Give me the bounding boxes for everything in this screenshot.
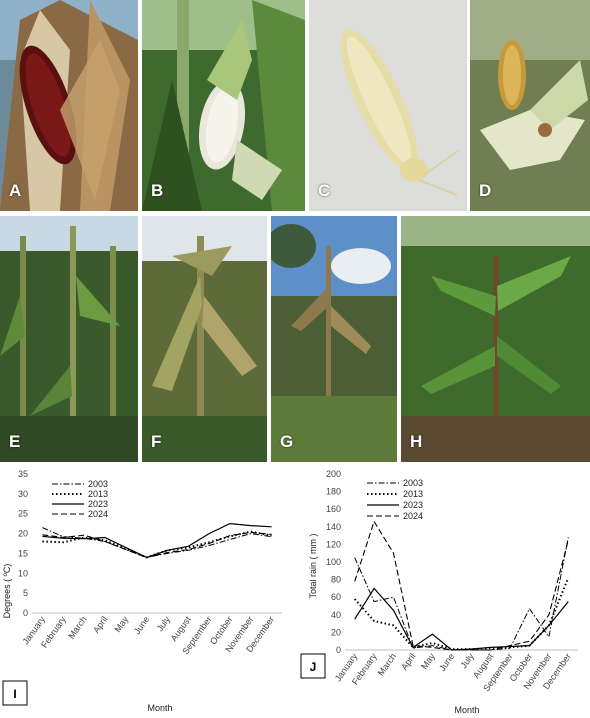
chart-temperature-ytick-label: 5 bbox=[23, 588, 28, 598]
chart-temperature-xtick-label: June bbox=[132, 614, 151, 636]
chart-rainfall-ytick-label: 100 bbox=[326, 557, 341, 567]
chart-rainfall-xtick-label: March bbox=[376, 651, 399, 677]
chart-temperature-xtick-label: March bbox=[66, 614, 89, 640]
chart-temperature-svg: Degrees ( ºC) Month I 05101520253035Janu… bbox=[2, 469, 282, 713]
chart-temperature-legend-label-2024: 2024 bbox=[88, 509, 108, 519]
chart-rainfall-xlabel: Month bbox=[454, 705, 479, 715]
chart-rainfall-panel-box bbox=[300, 653, 326, 679]
chart-rainfall-ytick-label: 60 bbox=[331, 592, 341, 602]
chart-temperature-legend-label-2013: 2013 bbox=[88, 489, 108, 499]
chart-temperature-ytick-label: 15 bbox=[18, 548, 28, 558]
chart-temperature-xtick-label: May bbox=[112, 614, 130, 634]
chart-temperature-ytick-label: 0 bbox=[23, 608, 28, 618]
photo-panel-h: H bbox=[401, 216, 590, 462]
chart-rainfall-ytick-label: 20 bbox=[331, 627, 341, 637]
photo-panel-f: F bbox=[142, 216, 267, 462]
panel-letter-e: E bbox=[9, 432, 21, 451]
panel-letter-h: H bbox=[410, 432, 423, 451]
photo-panel-c: C bbox=[309, 0, 467, 211]
chart-rainfall-legend-label-2024: 2024 bbox=[403, 511, 423, 521]
chart-rainfall-xtick-label: July bbox=[458, 651, 476, 670]
chart-rainfall-ylabel: Total rain ( mm ) bbox=[308, 533, 318, 598]
chart-temperature-xtick-label: July bbox=[155, 614, 173, 633]
chart-temperature-legend-label-2003: 2003 bbox=[88, 479, 108, 489]
panel-letter-a: A bbox=[9, 181, 22, 200]
chart-rainfall-svg: Total rain ( mm ) Month J 0 20 40 60 80 100 12… bbox=[300, 469, 578, 715]
panel-letter-d: D bbox=[479, 181, 492, 200]
chart-rainfall-ytick-label: 40 bbox=[331, 610, 341, 620]
chart-temperature-panel-label: I bbox=[13, 687, 16, 701]
chart-rainfall-panel-label: J bbox=[310, 660, 317, 674]
chart-rainfall-series-line-2003 bbox=[354, 537, 569, 651]
panel-letter-f: F bbox=[151, 432, 162, 451]
chart-temperature: Degrees ( ºC) Month I 0 5 10 15 20 25 30 35 Janu… bbox=[0, 466, 295, 718]
chart-rainfall-xtick-label: May bbox=[419, 651, 437, 671]
chart-temperature-xtick-label: April bbox=[91, 614, 110, 634]
chart-temperature-ylabel: Degrees ( ºC) bbox=[2, 564, 12, 619]
photo-panel-e: E bbox=[0, 216, 138, 462]
chart-temperature-panel-box bbox=[2, 680, 28, 706]
chart-rainfall: Total rain ( mm ) Month J 0 20 40 60 80 100 12… bbox=[295, 466, 590, 718]
chart-temperature-ytick-label: 35 bbox=[18, 469, 28, 479]
photo-panel-g: G bbox=[271, 216, 397, 462]
chart-rainfall-legend-label-2013: 2013 bbox=[403, 489, 423, 499]
chart-rainfall-xtick-label: April bbox=[399, 651, 418, 671]
chart-temperature-ytick-label: 20 bbox=[18, 529, 28, 539]
panel-letter-c: C bbox=[318, 181, 331, 200]
chart-rainfall-ytick-label: 80 bbox=[331, 575, 341, 585]
chart-rainfall-ytick-label: 0 bbox=[336, 645, 341, 655]
chart-temperature-series-line-2024 bbox=[42, 531, 272, 558]
chart-temperature-legend-label-2023: 2023 bbox=[88, 499, 108, 509]
photo-panel-b: B bbox=[142, 0, 305, 211]
chart-rainfall-ytick-label: 140 bbox=[326, 522, 341, 532]
chart-temperature-series-line-2003 bbox=[42, 527, 272, 558]
chart-rainfall-xtick-label: June bbox=[437, 651, 456, 673]
chart-temperature-ytick-label: 30 bbox=[18, 489, 28, 499]
chart-rainfall-ytick-label: 200 bbox=[326, 469, 341, 479]
chart-temperature-series-line-2023 bbox=[42, 522, 272, 559]
photo-panel-d: D bbox=[470, 0, 590, 211]
chart-temperature-ytick-label: 25 bbox=[18, 509, 28, 519]
chart-rainfall-ytick-label: 120 bbox=[326, 539, 341, 549]
panel-letter-g: G bbox=[280, 432, 294, 451]
chart-rainfall-series-line-2024 bbox=[354, 520, 569, 651]
chart-rainfall-ytick-label: 160 bbox=[326, 504, 341, 514]
chart-rainfall-legend-label-2003: 2003 bbox=[403, 478, 423, 488]
chart-rainfall-legend-label-2023: 2023 bbox=[403, 500, 423, 510]
chart-temperature-ytick-label: 10 bbox=[18, 568, 28, 578]
chart-temperature-xlabel: Month bbox=[147, 703, 172, 713]
panel-letter-b: B bbox=[151, 181, 164, 200]
photo-panel-a: A bbox=[0, 0, 138, 211]
chart-rainfall-ytick-label: 180 bbox=[326, 487, 341, 497]
